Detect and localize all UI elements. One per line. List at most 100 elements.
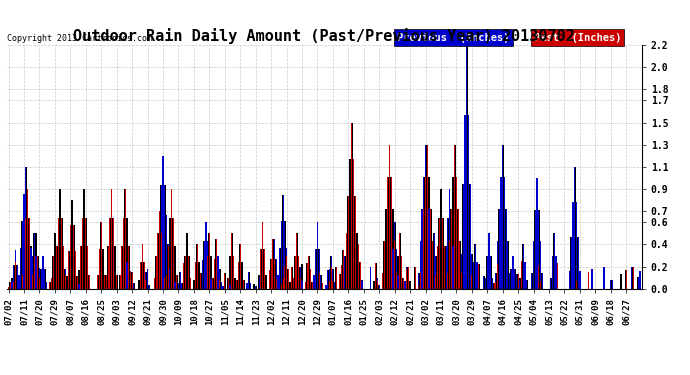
Bar <box>395 249 397 289</box>
Bar <box>358 285 359 289</box>
Bar <box>241 262 242 289</box>
Bar <box>426 177 428 289</box>
Bar <box>311 282 313 289</box>
Bar <box>162 156 164 289</box>
Bar <box>557 262 558 289</box>
Bar <box>270 259 272 289</box>
Bar <box>209 260 210 289</box>
Bar <box>128 246 130 289</box>
Bar <box>382 273 383 289</box>
Bar <box>626 270 627 289</box>
Bar <box>142 244 143 289</box>
Bar <box>579 272 581 289</box>
Bar <box>238 262 239 289</box>
Bar <box>536 178 538 289</box>
Bar <box>421 209 423 289</box>
Bar <box>131 272 133 289</box>
Bar <box>233 285 234 289</box>
Bar <box>274 239 275 289</box>
Bar <box>87 246 88 289</box>
Bar <box>277 275 279 289</box>
Bar <box>524 262 526 289</box>
Bar <box>442 217 443 289</box>
Bar <box>639 271 641 289</box>
Bar <box>75 251 77 289</box>
Bar <box>183 274 184 289</box>
Bar <box>466 45 468 289</box>
Bar <box>449 189 450 289</box>
Bar <box>305 282 306 289</box>
Bar <box>202 260 203 289</box>
Bar <box>288 269 289 289</box>
Bar <box>387 177 388 289</box>
Bar <box>535 210 536 289</box>
Bar <box>43 269 46 289</box>
Bar <box>27 189 28 289</box>
Bar <box>569 272 570 289</box>
Bar <box>17 266 18 289</box>
Bar <box>463 184 464 289</box>
Bar <box>65 274 66 289</box>
Bar <box>471 275 472 289</box>
Bar <box>21 221 23 289</box>
Bar <box>264 249 265 289</box>
Bar <box>331 255 332 289</box>
Bar <box>140 268 141 289</box>
Bar <box>25 167 26 289</box>
Bar <box>22 221 23 289</box>
Bar <box>46 282 47 289</box>
Bar <box>420 273 421 289</box>
Bar <box>356 233 357 289</box>
Bar <box>73 225 75 289</box>
Bar <box>391 276 392 289</box>
Bar <box>77 276 78 289</box>
Bar <box>109 217 110 289</box>
Bar <box>147 268 148 289</box>
Bar <box>432 255 433 289</box>
Bar <box>550 278 551 289</box>
Bar <box>197 244 198 289</box>
Bar <box>440 189 442 289</box>
Bar <box>53 255 54 289</box>
Bar <box>107 246 109 289</box>
Bar <box>123 262 124 289</box>
Bar <box>35 233 37 289</box>
Bar <box>394 241 395 289</box>
Bar <box>514 269 515 289</box>
Bar <box>8 286 10 289</box>
Bar <box>32 274 33 289</box>
Bar <box>388 145 391 289</box>
Bar <box>188 255 189 289</box>
Bar <box>538 210 540 289</box>
Bar <box>11 278 13 289</box>
Bar <box>159 211 160 289</box>
Bar <box>195 262 197 289</box>
Bar <box>234 278 236 289</box>
Bar <box>161 185 162 289</box>
Bar <box>39 268 40 289</box>
Bar <box>515 274 518 289</box>
Bar <box>504 177 505 289</box>
Bar <box>274 259 275 289</box>
Bar <box>500 177 502 289</box>
Bar <box>310 269 311 289</box>
Bar <box>157 233 159 289</box>
Bar <box>238 286 239 289</box>
Bar <box>233 255 234 289</box>
Bar <box>410 281 411 289</box>
Bar <box>438 217 440 289</box>
Bar <box>83 189 84 289</box>
Bar <box>334 282 335 289</box>
Bar <box>431 241 433 289</box>
Bar <box>588 272 589 289</box>
Bar <box>77 276 78 289</box>
Bar <box>327 270 328 289</box>
Bar <box>485 278 486 289</box>
Bar <box>394 222 395 289</box>
Bar <box>509 273 510 289</box>
Bar <box>509 273 511 289</box>
Bar <box>404 281 406 289</box>
Bar <box>15 250 16 289</box>
Bar <box>499 209 500 289</box>
Bar <box>15 262 16 289</box>
